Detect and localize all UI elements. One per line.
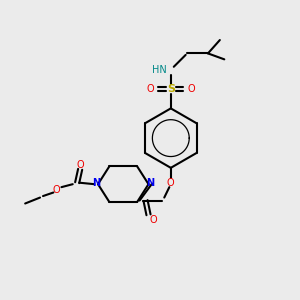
- Text: O: O: [147, 84, 154, 94]
- Text: N: N: [92, 178, 101, 188]
- Text: O: O: [167, 178, 175, 188]
- Text: O: O: [52, 185, 60, 195]
- Text: HN: HN: [152, 65, 166, 75]
- Text: O: O: [187, 84, 195, 94]
- Text: O: O: [76, 160, 84, 170]
- Text: S: S: [167, 84, 175, 94]
- Text: N: N: [146, 178, 154, 188]
- Text: O: O: [149, 215, 157, 225]
